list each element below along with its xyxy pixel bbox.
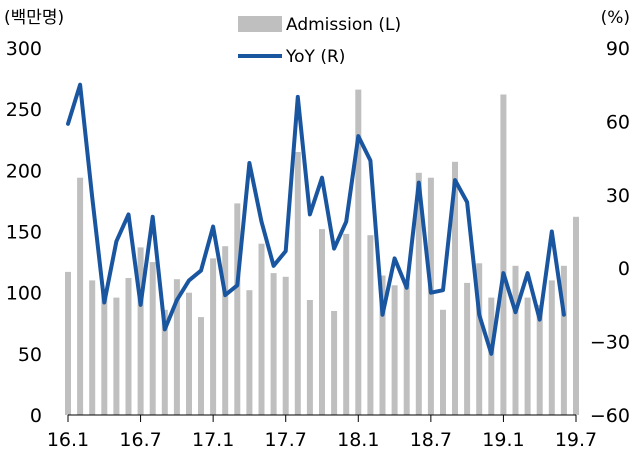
admission-bar [294,152,301,415]
admission-bar [198,317,204,415]
right-axis-unit: (%) [601,8,630,28]
admission-bar [319,229,325,415]
admission-bar [65,271,71,415]
axes-layer [67,414,577,422]
legend-swatch-admission [238,16,282,32]
x-tick-label: 16.7 [119,429,161,451]
left-axis-tick-label: 300 [6,38,42,60]
admission-bar [222,246,229,415]
admission-bar [270,273,277,415]
right-axis-tick-label: −60 [590,405,630,427]
admission-bar [512,265,519,415]
legend: Admission (L) YoY (R) [238,15,401,67]
admission-bar [500,94,507,415]
labels-layer: 16.1 16.7 17.1 17.7 18.1 18.7 19.1 19.7 0 50 100 15… [4,8,630,451]
admission-bar [282,276,289,415]
admission-bar [113,297,120,415]
right-axis-tick-label: 30 [606,185,630,207]
admission-bar [440,309,446,415]
admission-bar [161,309,168,415]
admission-bar [306,300,313,415]
left-axis-tick-label: 100 [6,283,42,305]
admission-bar [488,297,495,415]
admission-bar [427,177,434,415]
legend-label-admission: Admission (L) [286,15,401,35]
bars-layer [65,89,579,415]
admission-bar [343,233,350,415]
admission-bar [536,304,543,415]
admission-bar [391,285,398,415]
right-axis-tick-label: 90 [606,38,630,60]
admission-bar [379,275,386,415]
admission-bar [77,177,84,415]
admission-bar [173,279,180,415]
legend-label-yoy: YoY (R) [285,47,345,67]
admission-bar [560,265,567,415]
left-axis-tick-label: 250 [6,99,42,121]
left-axis-tick-label: 150 [6,222,42,244]
admission-bar [367,235,374,415]
admission-bar [548,280,555,415]
admission-bar [210,258,217,415]
admission-bar [186,292,192,415]
admission-bar [101,290,108,415]
x-tick-label: 19.1 [482,429,524,451]
x-tick-label: 16.1 [47,429,89,451]
admission-bar [125,278,132,415]
x-tick-label: 18.7 [410,429,452,451]
admission-bar [415,172,422,415]
admission-bar [355,89,362,415]
right-axis-tick-label: 0 [618,258,630,280]
admission-bar [476,263,483,415]
admission-bar [234,203,241,415]
admission-bar [403,282,410,415]
yoy-line [66,82,566,356]
right-axis-tick-label: 60 [606,111,630,133]
admission-bar [524,297,531,415]
admission-bar [573,216,579,415]
admission-bar [258,243,265,415]
admission-bar [464,282,471,415]
right-axis-tick-label: −30 [590,332,630,354]
left-axis-tick-label: 200 [6,160,42,182]
x-tick-label: 17.1 [192,429,234,451]
line-layer [66,82,566,356]
x-tick-label: 19.7 [555,429,597,451]
admission-bar [331,311,338,415]
left-axis-tick-label: 0 [30,405,42,427]
admission-bar [137,247,144,415]
x-tick-label: 18.1 [337,429,379,451]
admission-bar [149,262,156,415]
left-axis-unit: (백만명) [4,8,64,28]
left-axis-tick-label: 50 [18,344,42,366]
admission-bar [246,290,253,415]
x-tick-label: 17.7 [265,429,307,451]
admission-bar [89,280,96,415]
admission-bar [452,161,458,415]
